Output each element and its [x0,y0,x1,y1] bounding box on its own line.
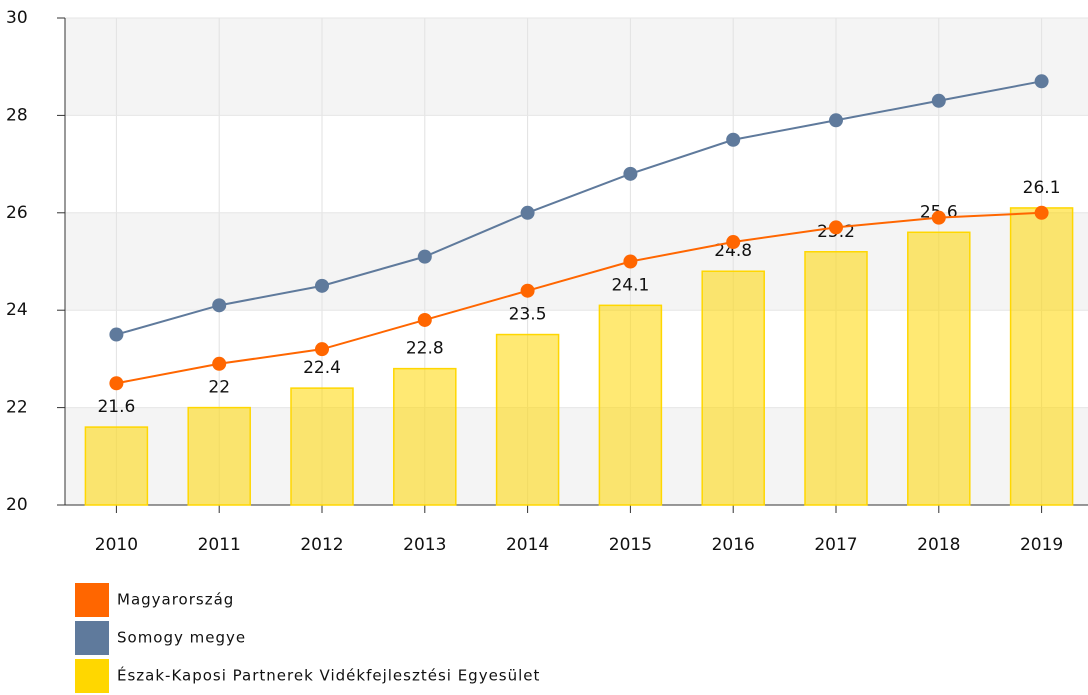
data-label: 22 [208,378,230,398]
bar [907,231,971,506]
data-label: 24.8 [714,241,752,261]
point [212,356,227,371]
point [109,327,124,342]
x-tick-label: 2010 [95,535,138,555]
line [116,80,1042,336]
x-tick-label: 2014 [506,535,549,555]
y-tick-label: 22 [6,398,28,418]
point [417,249,432,264]
x-tick-label: 2013 [403,535,446,555]
x-tick-label: 2018 [917,535,960,555]
x-tick-label: 2012 [300,535,343,555]
data-label: 21.6 [97,397,135,417]
data-label: 22.8 [406,339,444,359]
legend-swatch [75,583,109,617]
line [116,211,1042,385]
point [829,113,843,128]
point [623,254,638,269]
bar [1009,207,1074,506]
y-tick-label: 24 [6,300,28,320]
data-label: 26.1 [1023,178,1061,198]
data-label: 24.1 [611,275,649,295]
legend-label: Somogy megye [117,629,246,647]
bar [187,406,251,506]
point [726,132,741,147]
point [931,210,946,225]
x-tick-label: 2019 [1020,535,1063,555]
bar [84,426,149,506]
point [1034,205,1049,220]
point [931,93,946,108]
point [212,298,227,313]
point [726,235,741,250]
plot-band [65,18,1088,116]
bar [598,304,663,506]
point [315,342,329,357]
data-label: 22.4 [303,358,341,378]
x-tick-label: 2015 [609,535,652,555]
x-tick-label: 2016 [712,535,755,555]
legend-label: Észak-Kaposi Partnerek Vidékfejlesztési … [117,666,540,685]
y-tick-label: 30 [6,8,28,28]
x-tick-label: 2017 [814,535,857,555]
point [1034,74,1049,89]
x-tick-label: 2011 [198,535,241,555]
y-tick-label: 26 [6,203,28,223]
bar [393,367,457,506]
point [520,283,535,298]
bar [804,251,868,506]
point [829,220,843,235]
legend-swatch [75,621,109,655]
y-tick-label: 20 [6,495,28,515]
point [315,278,329,293]
y-tick-label: 28 [6,105,28,125]
legend-swatch [75,659,109,693]
point [109,376,124,391]
bar [290,387,354,506]
data-label: 23.5 [509,305,547,325]
point [417,312,432,327]
bar [701,270,765,506]
legend-label: Magyarország [117,591,234,609]
point [520,205,535,220]
point [623,166,638,181]
bar [495,333,560,506]
